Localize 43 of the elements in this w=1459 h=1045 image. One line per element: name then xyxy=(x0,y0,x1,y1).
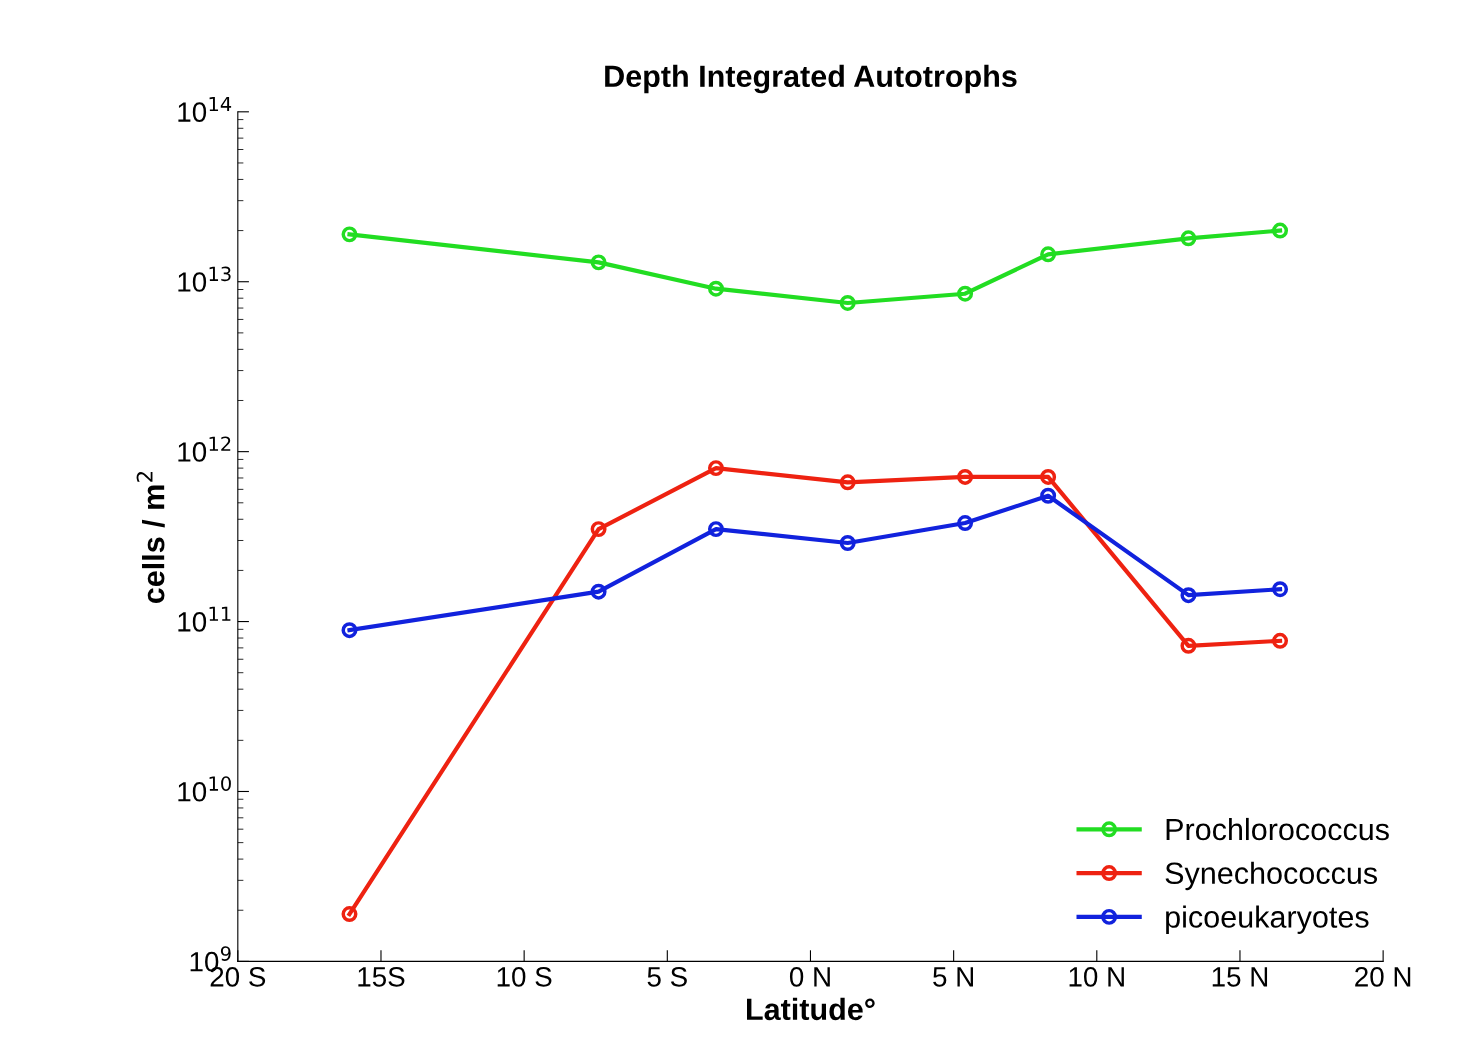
point xyxy=(1272,581,1289,598)
point xyxy=(590,583,607,600)
point xyxy=(1040,246,1057,263)
point xyxy=(590,521,607,538)
point xyxy=(1272,222,1289,239)
x-tick-label: 5 N xyxy=(933,967,973,987)
x-tick-label: 10 N xyxy=(1069,966,1124,987)
x-tick-label: 5 S xyxy=(647,966,687,987)
point xyxy=(708,460,724,477)
point xyxy=(1272,632,1289,649)
point xyxy=(708,280,724,297)
point xyxy=(957,515,974,532)
point xyxy=(590,254,607,271)
point xyxy=(1180,637,1197,654)
x-axis-title: Latitude° xyxy=(747,997,875,1021)
point xyxy=(839,294,856,311)
y-axis-title: cells / m$^{2}$ xyxy=(136,471,165,604)
point xyxy=(341,226,358,243)
y-tick-label: 10$^{13}$ xyxy=(178,266,231,292)
legend-label: Synechococcus xyxy=(1165,861,1378,891)
point xyxy=(957,468,974,485)
x-tick-label: 15S xyxy=(358,966,405,987)
legend-label: picoeukaryotes xyxy=(1166,905,1369,934)
x-tick-label: 15 N xyxy=(1212,967,1268,987)
point xyxy=(1180,230,1197,247)
chart-title: Depth Integrated Autotrophs xyxy=(605,64,1017,94)
legend-label: Prochlorococcus xyxy=(1166,817,1389,841)
x-tick-label: 10 S xyxy=(497,966,552,987)
point xyxy=(1040,487,1057,504)
point xyxy=(1040,468,1057,485)
x-tick-label: 20 N xyxy=(1355,966,1411,987)
point xyxy=(341,622,358,639)
y-tick-label: 10$^{14}$ xyxy=(178,96,232,122)
point xyxy=(1180,587,1197,604)
y-tick-label: 10$^{11}$ xyxy=(178,606,231,632)
point xyxy=(957,285,974,302)
x-tick-label: 0 N xyxy=(789,966,830,987)
y-tick-label: 10$^{12}$ xyxy=(178,436,231,462)
point xyxy=(839,535,856,551)
point xyxy=(341,906,358,923)
point xyxy=(839,474,856,491)
y-tick-label: 10$^{10}$ xyxy=(178,776,231,802)
point xyxy=(708,521,724,538)
